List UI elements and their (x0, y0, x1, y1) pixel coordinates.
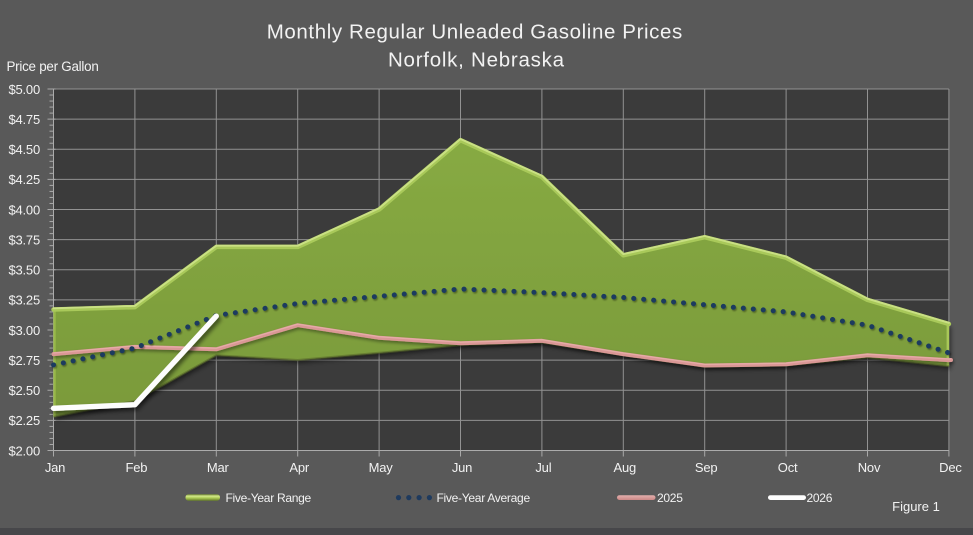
svg-text:Figure 1: Figure 1 (892, 499, 940, 514)
svg-text:$2.50: $2.50 (8, 383, 40, 398)
svg-text:$4.00: $4.00 (8, 202, 40, 217)
svg-text:$2.25: $2.25 (8, 413, 40, 428)
svg-text:Aug: Aug (614, 460, 637, 475)
svg-text:$2.00: $2.00 (8, 443, 40, 458)
svg-text:Oct: Oct (778, 460, 798, 475)
svg-text:Jun: Jun (452, 460, 472, 475)
svg-text:$3.50: $3.50 (8, 263, 40, 278)
svg-text:Price per Gallon: Price per Gallon (7, 59, 99, 74)
svg-text:$3.75: $3.75 (8, 232, 40, 247)
svg-text:Monthly Regular Unleaded Gasol: Monthly Regular Unleaded Gasoline Prices (267, 21, 683, 44)
svg-text:Jul: Jul (535, 460, 551, 475)
svg-text:$4.25: $4.25 (8, 172, 40, 187)
svg-text:$4.50: $4.50 (8, 142, 40, 157)
svg-text:Five-Year Average: Five-Year Average (437, 491, 531, 505)
svg-text:Norfolk, Nebraska: Norfolk, Nebraska (388, 49, 565, 72)
svg-text:Nov: Nov (858, 460, 881, 475)
svg-text:Five-Year Range: Five-Year Range (226, 491, 312, 505)
svg-text:$4.75: $4.75 (8, 112, 40, 127)
svg-text:2026: 2026 (807, 491, 833, 505)
svg-text:Jan: Jan (45, 460, 65, 475)
svg-text:Mar: Mar (207, 460, 230, 475)
svg-text:Dec: Dec (939, 460, 962, 475)
svg-text:$2.75: $2.75 (8, 353, 40, 368)
svg-text:Apr: Apr (289, 460, 310, 475)
svg-text:Sep: Sep (695, 460, 718, 475)
svg-text:$3.00: $3.00 (8, 323, 40, 338)
svg-text:May: May (369, 460, 394, 475)
svg-text:$5.00: $5.00 (8, 82, 40, 97)
svg-text:$3.25: $3.25 (8, 293, 40, 308)
svg-text:Feb: Feb (125, 460, 147, 475)
svg-text:2025: 2025 (657, 491, 683, 505)
